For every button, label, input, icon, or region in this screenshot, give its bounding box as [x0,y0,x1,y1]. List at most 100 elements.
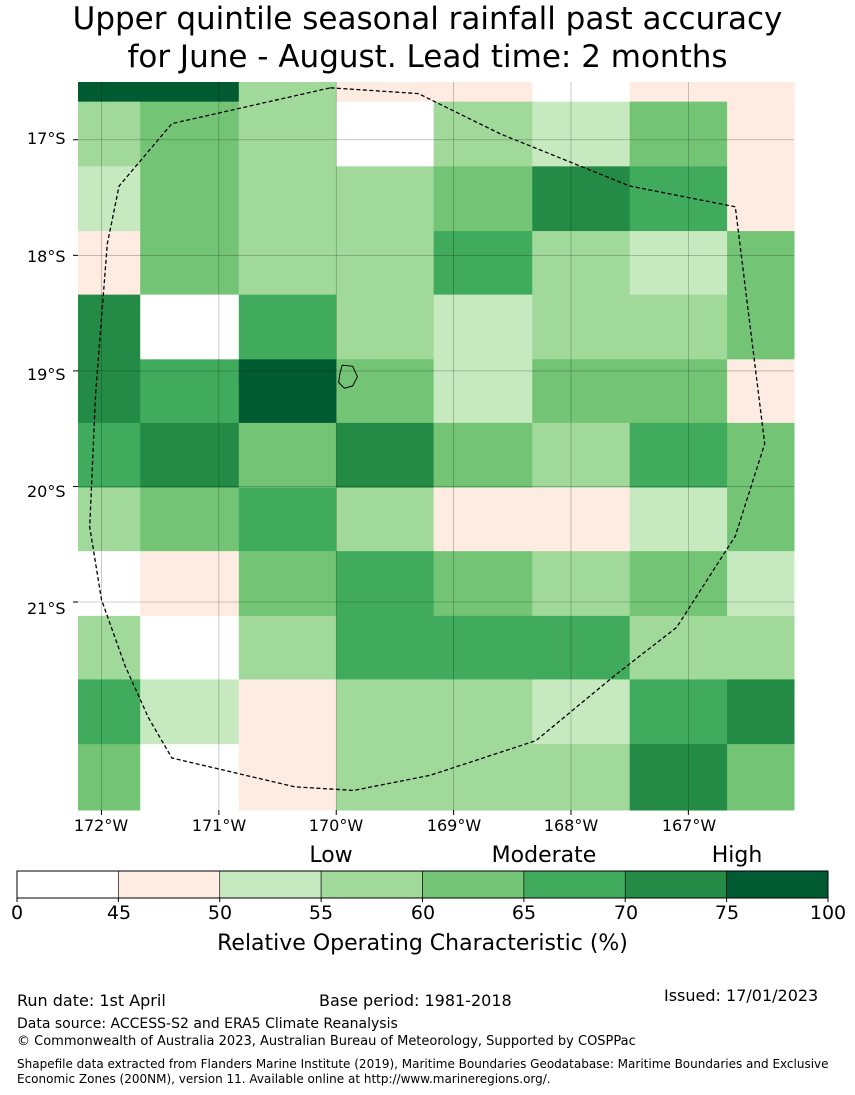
lon-tick-label: 168°W [543,816,599,835]
heatmap-cell [238,231,337,296]
heatmap-cell [238,679,337,745]
copyright: © Commonwealth of Australia 2023, Austra… [17,1034,636,1049]
colorbar-tick-label: 65 [511,902,537,924]
heatmap-cell [140,101,240,167]
lon-tick-label: 167°W [661,816,717,835]
heatmap-cell [238,294,337,360]
heatmap-cell [336,551,435,617]
colorbar-segment [320,870,423,899]
heatmap-cell [336,615,435,680]
heatmap-cell [532,82,631,103]
heatmap-cell [532,359,631,424]
heatmap-cell [532,294,631,360]
lon-tick-label: 170°W [308,816,364,835]
heatmap-cell [238,551,337,617]
heatmap-cell [629,615,728,680]
lon-tick-label: 171°W [191,816,247,835]
heatmap-cell [238,487,337,552]
heatmap-cell [336,744,435,811]
heatmap-cell [532,551,631,617]
heatmap-cell [78,82,141,103]
colorbar-segment [422,870,525,899]
heatmap-cell [629,166,728,232]
heatmap-cell [78,615,141,680]
colorbar-tick-label: 60 [410,902,436,924]
heatmap-cell [433,359,533,424]
heatmap-cell [629,231,728,296]
colorbar-tick-label: 75 [714,902,740,924]
heatmap-cell [336,82,435,103]
colorbar-segment [523,870,626,899]
heatmap-cell [336,231,435,296]
heatmap-cell [140,359,240,424]
lon-tick-label: 172°W [73,816,129,835]
heatmap-cell [727,551,795,617]
heatmap-cell [78,422,141,489]
heatmap-cell [78,294,141,360]
heatmap-cell [433,166,533,232]
heatmap-cell [532,679,631,745]
heatmap-cell [238,615,337,680]
heatmap-cell [140,551,240,617]
heatmap-cell [433,679,533,745]
heatmap-cell [336,101,435,167]
lon-tick-label: 169°W [426,816,482,835]
heatmap-cell [78,744,141,811]
heatmap-cell [433,615,533,680]
heatmap-cell [140,82,240,103]
heatmap-cell [727,359,795,424]
heatmap-cell [727,231,795,296]
heatmap-cell [140,231,240,296]
heatmap-cell [140,294,240,360]
colorbar-segment [118,870,221,899]
heatmap-cell [78,231,141,296]
heatmap-cell [433,82,533,103]
category-label-high: High [711,843,763,868]
heatmap-cell [238,359,337,424]
base-period: Base period: 1981-2018 [319,991,512,1010]
colorbar-tick-label: 45 [106,902,132,924]
heatmap-cell [336,359,435,424]
heatmap-cell [78,551,141,617]
heatmap-cell [433,422,533,489]
colorbar-segment [726,870,829,899]
heatmap-cell [140,422,240,489]
heatmap-cell [629,359,728,424]
heatmap-cell [532,744,631,811]
heatmap-cell [727,101,795,167]
eez-boundary [89,87,766,792]
title-line-1: Upper quintile seasonal rainfall past ac… [72,1,783,37]
heatmap-cell [727,82,795,103]
heatmap-cell [629,551,728,617]
heatmap-cell [336,679,435,745]
heatmap-cell [238,166,337,232]
lat-tick-label: 17°S [27,129,66,148]
heatmap-cell [140,615,240,680]
heatmap-cell [629,82,728,103]
data-source: Data source: ACCESS-S2 and ERA5 Climate … [17,1016,398,1032]
heatmap-cell [140,744,240,811]
issued-date: Issued: 17/01/2023 [664,986,819,1005]
colorbar-segment [624,870,727,899]
heatmap-cell [336,487,435,552]
heatmap-cell [433,294,533,360]
colorbar-tick-label: 100 [809,902,847,924]
heatmap-cell [78,166,141,232]
heatmap-cell [140,487,240,552]
heatmap-cell [629,679,728,745]
title-line-2: for June - August. Lead time: 2 months [127,39,728,75]
category-label-moderate: Moderate [491,843,597,868]
lat-tick-label: 20°S [27,482,66,501]
heatmap-cell [433,487,533,552]
colorbar-segment [16,870,119,899]
colorbar-tick-label: 55 [308,902,334,924]
heatmap-cell [727,679,795,745]
heatmap-cell [727,487,795,552]
colorbar-segment [219,870,322,899]
heatmap-cell [140,679,240,745]
colorbar-title: Relative Operating Characteristic (%) [217,931,628,956]
heatmap-cell [532,487,631,552]
shapefile-credit: Shapefile data extracted from Flanders M… [17,1057,829,1086]
heatmap-cell [336,294,435,360]
